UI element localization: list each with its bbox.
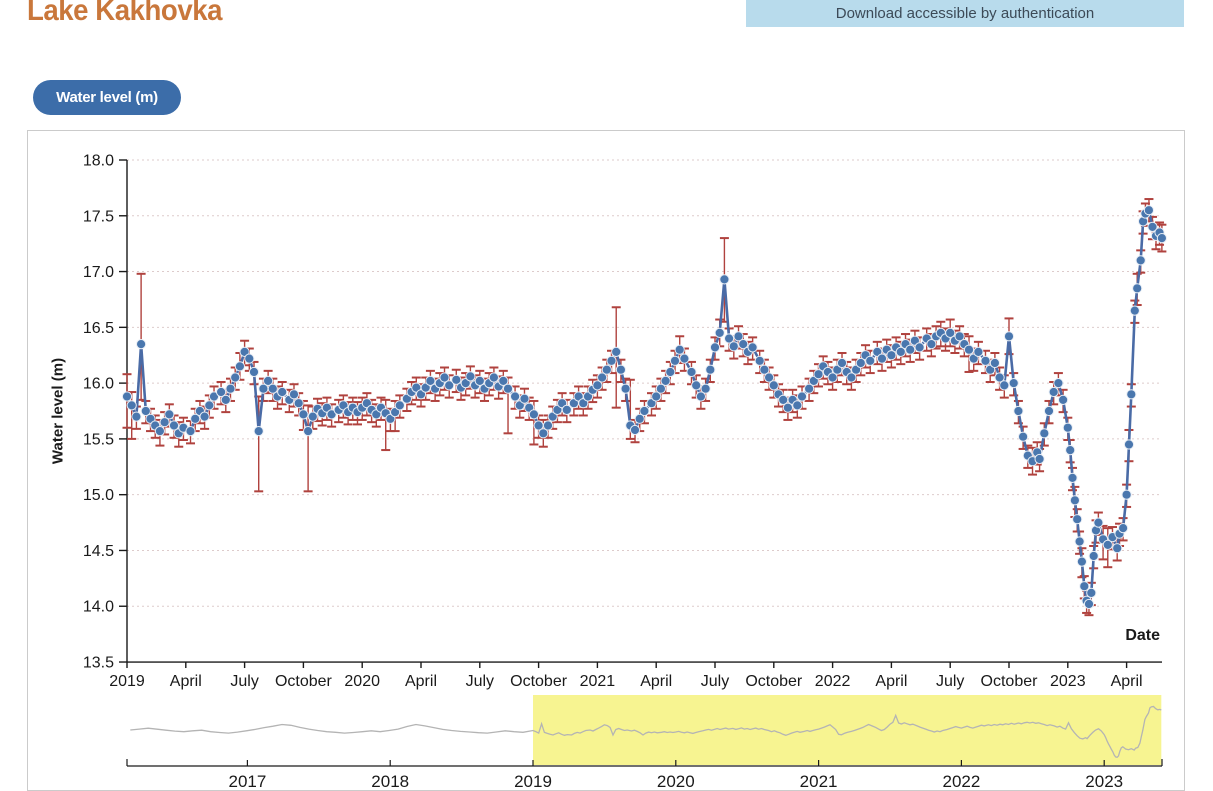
range-brush[interactable] <box>533 695 1162 765</box>
svg-text:July: July <box>701 673 729 690</box>
svg-text:16.5: 16.5 <box>83 320 114 337</box>
svg-text:2020: 2020 <box>344 673 380 690</box>
svg-text:2021: 2021 <box>580 673 616 690</box>
svg-text:April: April <box>1111 673 1143 690</box>
svg-text:October: October <box>275 673 333 690</box>
svg-text:2020: 2020 <box>657 772 695 790</box>
data-points[interactable] <box>121 205 1168 610</box>
overview-line <box>130 705 1162 759</box>
time-series-chart: 18.0 17.5 17.0 16.5 16.0 15.5 15.0 14.5 14.0 13.5… <box>83 153 1168 790</box>
y-axis-title: Water level (m) <box>49 357 67 465</box>
svg-text:14.5: 14.5 <box>83 543 114 560</box>
svg-text:14.0: 14.0 <box>83 599 114 616</box>
svg-text:October: October <box>745 673 803 690</box>
water-level-series-button[interactable]: Water level (m) <box>33 80 181 115</box>
svg-text:15.5: 15.5 <box>83 431 114 448</box>
svg-text:April: April <box>640 673 672 690</box>
svg-text:October: October <box>510 673 568 690</box>
svg-text:2019: 2019 <box>514 772 552 790</box>
svg-text:17.0: 17.0 <box>83 264 114 281</box>
page-title: Lake Kakhovka <box>27 0 222 27</box>
svg-text:July: July <box>230 673 258 690</box>
svg-text:October: October <box>981 673 1039 690</box>
svg-text:2021: 2021 <box>800 772 838 790</box>
svg-text:April: April <box>170 673 202 690</box>
svg-text:2023: 2023 <box>1050 673 1086 690</box>
x-axis: 2019 April July October 2020 April July October… <box>109 661 1162 690</box>
svg-text:2018: 2018 <box>371 772 409 790</box>
svg-text:16.0: 16.0 <box>83 376 114 393</box>
svg-text:13.5: 13.5 <box>83 655 114 672</box>
chart-container: 18.0 17.5 17.0 16.5 16.0 15.5 15.0 14.5 14.0 13.5… <box>27 130 1185 791</box>
auth-download-banner[interactable]: Download accessible by authentication <box>746 0 1184 27</box>
trend-line <box>125 208 1164 606</box>
svg-text:April: April <box>875 673 907 690</box>
svg-text:April: April <box>405 673 437 690</box>
svg-text:2017: 2017 <box>228 772 266 790</box>
svg-text:2019: 2019 <box>109 673 145 690</box>
y-axis: 18.0 17.5 17.0 16.5 16.0 15.5 15.0 14.5 14.0 13.5 <box>83 153 128 672</box>
svg-text:July: July <box>936 673 964 690</box>
overview-axis: 2017 2018 2019 2020 2021 2022 2023 <box>126 759 1163 790</box>
x-axis-title: Date <box>1125 627 1160 644</box>
svg-text:July: July <box>466 673 494 690</box>
svg-text:2022: 2022 <box>942 772 980 790</box>
svg-text:2022: 2022 <box>815 673 851 690</box>
svg-text:17.5: 17.5 <box>83 208 114 225</box>
svg-text:15.0: 15.0 <box>83 487 114 504</box>
svg-text:2023: 2023 <box>1085 772 1123 790</box>
svg-text:18.0: 18.0 <box>83 153 114 170</box>
